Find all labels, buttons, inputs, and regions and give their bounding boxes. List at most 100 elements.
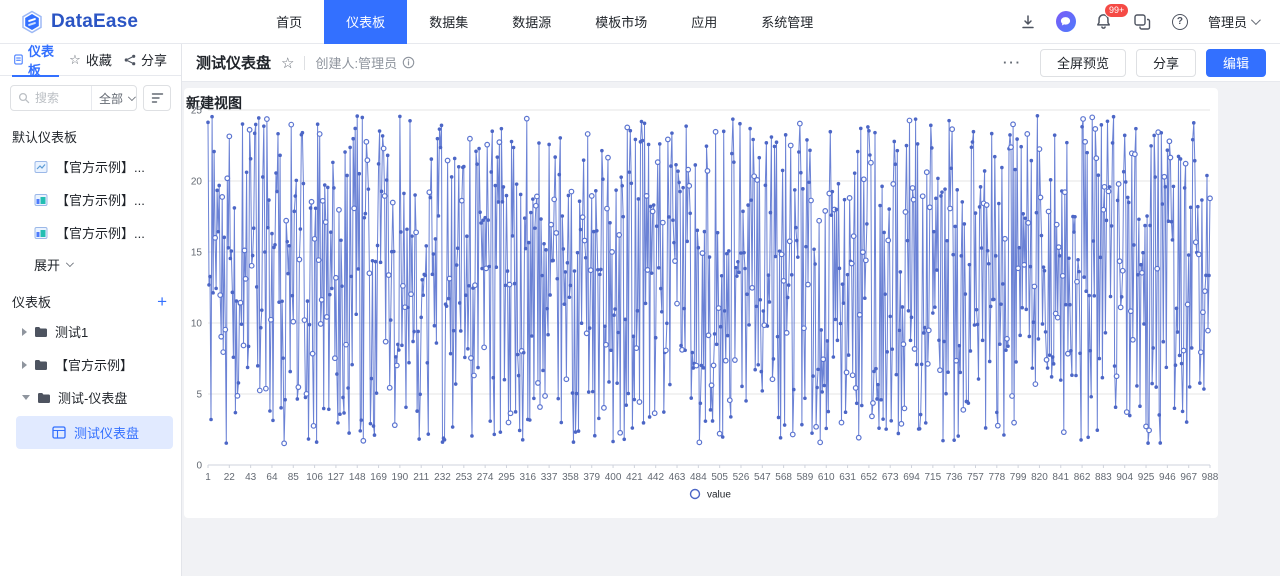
dataease-logo[interactable]: DataEase <box>0 10 158 34</box>
nav-item-datasource[interactable]: 数据源 <box>512 15 552 30</box>
default-dashboard-item[interactable]: 【官方示例】... <box>0 150 181 183</box>
share-button[interactable]: 分享 <box>1135 48 1196 77</box>
apps-icon[interactable] <box>1132 12 1152 32</box>
svg-text:799: 799 <box>1010 472 1027 483</box>
default-dashboards-section-title: 默认仪表板 <box>12 130 78 145</box>
sidebar-tab-label: 仪表板 <box>27 43 54 78</box>
svg-text:526: 526 <box>733 472 750 483</box>
svg-text:10: 10 <box>191 319 203 330</box>
svg-text:106: 106 <box>306 472 323 483</box>
sort-button[interactable] <box>143 85 171 111</box>
tree-leaf-test-dashboard-selected[interactable]: 测试仪表盘 <box>16 416 173 449</box>
add-dashboard-button[interactable]: + <box>157 291 167 311</box>
default-dashboard-item[interactable]: 【官方示例】... <box>0 216 181 249</box>
tree-node-test1[interactable]: 测试1 <box>0 315 181 348</box>
tree-node-label: 测试-仪表盘 <box>58 391 128 406</box>
dataease-logo-icon <box>22 10 42 33</box>
sidebar-tab-label: 收藏 <box>85 53 112 68</box>
search-icon <box>18 92 30 104</box>
dashboard-thumb-icon <box>34 160 48 173</box>
user-label: 管理员 <box>1207 15 1247 30</box>
svg-text:673: 673 <box>882 472 899 483</box>
nav-item-dataset[interactable]: 数据集 <box>429 15 469 30</box>
nav-item-application[interactable]: 应用 <box>691 15 718 30</box>
caret-right-icon[interactable] <box>22 327 27 336</box>
divider <box>304 55 306 70</box>
chevron-down-icon <box>1250 15 1261 26</box>
svg-text:988: 988 <box>1202 472 1218 483</box>
sidebar-tab-label: 分享 <box>141 53 168 68</box>
sidebar-search-row: 全部 <box>0 76 181 119</box>
legend-label: value <box>707 490 731 501</box>
svg-text:820: 820 <box>1031 472 1048 483</box>
svg-text:967: 967 <box>1180 472 1197 483</box>
legend-marker-icon <box>689 488 701 500</box>
search-input[interactable] <box>33 91 91 105</box>
sidebar: 仪表板 ☆ 收藏 分享 全部 默认仪表板 【官方示例】... 【官方示例】 <box>0 44 182 576</box>
svg-text:694: 694 <box>903 472 920 483</box>
nav-item-home[interactable]: 首页 <box>276 15 303 30</box>
nav-item-dashboard[interactable]: 仪表板 <box>324 0 408 44</box>
bell-icon[interactable]: 99+ <box>1094 2 1130 32</box>
dashboard-canvas: 新建视图 0 5 10 15 20 25 1 22 43 64 85 106 127 148 169 190 2… <box>184 88 1218 518</box>
svg-text:862: 862 <box>1074 472 1091 483</box>
svg-text:253: 253 <box>455 472 472 483</box>
caret-down-icon[interactable] <box>22 395 30 400</box>
svg-text:904: 904 <box>1116 472 1133 483</box>
svg-text:148: 148 <box>349 472 366 483</box>
tree-node-official-examples[interactable]: 【官方示例】 <box>0 348 181 381</box>
svg-text:715: 715 <box>925 472 942 483</box>
svg-text:547: 547 <box>754 472 771 483</box>
svg-text:337: 337 <box>541 472 558 483</box>
expand-toggle[interactable]: 展开 <box>0 249 181 282</box>
favorite-star-icon[interactable]: ☆ <box>281 54 295 72</box>
dashboard-icon <box>52 426 66 439</box>
chevron-down-icon <box>127 92 136 101</box>
default-item-label: 【官方示例】... <box>56 226 145 241</box>
default-item-label: 【官方示例】... <box>56 160 145 175</box>
notification-badge: 99+ <box>1103 2 1130 18</box>
sidebar-tab-favorites[interactable]: ☆ 收藏 <box>63 44 118 76</box>
more-actions-button[interactable]: ··· <box>1002 55 1022 70</box>
tree-node-test-dashboard-folder[interactable]: 测试-仪表盘 <box>0 381 181 414</box>
default-dashboard-item[interactable]: 【官方示例】... <box>0 183 181 216</box>
chevron-down-icon <box>65 259 74 268</box>
svg-text:274: 274 <box>477 472 494 483</box>
svg-text:442: 442 <box>647 472 664 483</box>
dashboard-thumb-icon <box>34 226 48 239</box>
svg-text:736: 736 <box>946 472 963 483</box>
legend-item-value[interactable]: value <box>689 488 732 501</box>
nav-item-system-management[interactable]: 系统管理 <box>761 15 814 30</box>
svg-text:757: 757 <box>967 472 984 483</box>
svg-text:778: 778 <box>988 472 1005 483</box>
nav-item-template-market[interactable]: 模板市场 <box>595 15 648 30</box>
message-icon[interactable] <box>1055 11 1076 32</box>
expand-label: 展开 <box>34 258 61 273</box>
info-icon[interactable] <box>402 56 415 69</box>
line-chart[interactable]: 0 5 10 15 20 25 1 22 43 64 85 106 127 148 169 190 211 232… <box>184 102 1218 514</box>
svg-text:883: 883 <box>1095 472 1112 483</box>
svg-text:400: 400 <box>605 472 622 483</box>
search-scope-select[interactable]: 全部 <box>91 86 136 110</box>
svg-text:610: 610 <box>818 472 835 483</box>
star-icon: ☆ <box>69 51 81 67</box>
help-icon[interactable]: ? <box>1170 12 1190 32</box>
top-navigation-bar: DataEase 首页 仪表板 数据集 数据源 模板市场 应用 系统管理 99+… <box>0 0 1280 44</box>
sidebar-tab-dashboard[interactable]: 仪表板 <box>8 43 63 78</box>
tree-leaf-label: 测试仪表盘 <box>74 426 140 441</box>
svg-text:358: 358 <box>562 472 579 483</box>
logo-text: DataEase <box>51 10 139 32</box>
scope-value: 全部 <box>99 91 124 106</box>
edit-button[interactable]: 编辑 <box>1205 48 1266 77</box>
default-item-label: 【官方示例】... <box>56 193 145 208</box>
fullscreen-preview-button[interactable]: 全屏预览 <box>1039 48 1126 77</box>
creator-info: 创建人:管理员 <box>315 53 415 72</box>
tree-node-label: 【官方示例】 <box>55 358 134 373</box>
user-menu[interactable]: 管理员 <box>1207 12 1261 31</box>
caret-right-icon[interactable] <box>22 360 27 369</box>
svg-text:316: 316 <box>519 472 536 483</box>
search-box: 全部 <box>10 85 137 111</box>
svg-text:946: 946 <box>1159 472 1176 483</box>
download-icon[interactable] <box>1018 12 1038 32</box>
sidebar-tab-share[interactable]: 分享 <box>118 44 173 76</box>
